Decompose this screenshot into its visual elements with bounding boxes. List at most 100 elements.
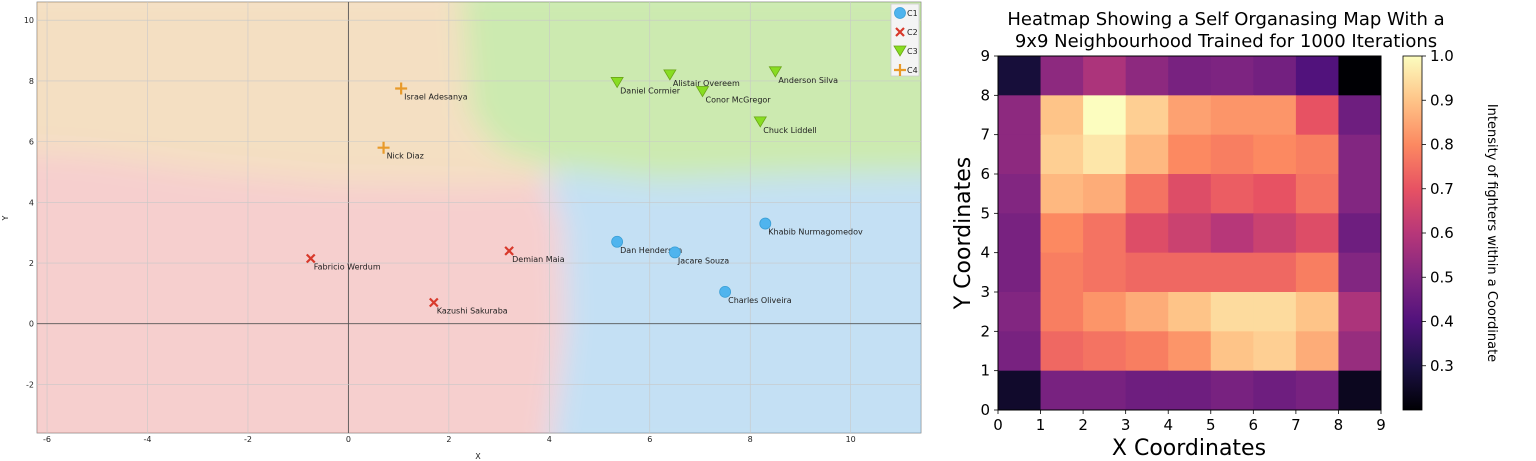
- heatmap-cell: [1295, 174, 1339, 214]
- x-tick-label: 6: [647, 435, 652, 444]
- heatmap-cell: [1338, 134, 1382, 175]
- y-tick-label: 2: [980, 322, 990, 340]
- data-point-x: [305, 253, 316, 264]
- colorbar: [1402, 55, 1423, 411]
- region-c2: [37, 152, 565, 433]
- colorbar-tick-label: 0.3: [1430, 357, 1454, 375]
- heatmap-cell: [1253, 174, 1297, 214]
- point-label: Nick Diaz: [387, 152, 424, 161]
- point-label: Daniel Cormier: [620, 86, 681, 95]
- heatmap-cell: [1168, 95, 1212, 136]
- point-label: Kazushi Sakuraba: [437, 306, 508, 315]
- heatmap-cell: [1295, 252, 1339, 293]
- heatmap-cell: [1295, 134, 1339, 175]
- colorbar-tick-label: 0.8: [1430, 136, 1454, 154]
- scatter-xlabel: X: [475, 452, 481, 461]
- x-tick-label: 0: [346, 435, 351, 444]
- colorbar-ticks: 0.3 0.4 0.5 0.6 0.7 0.8 0.9 1.0: [1422, 47, 1454, 375]
- heatmap-cell: [1125, 134, 1169, 175]
- som-heatmap: Heatmap Showing a Self Organasing Map Wi…: [951, 9, 1499, 461]
- point-label: Jacare Souza: [677, 256, 729, 265]
- y-tick-label: 7: [980, 126, 990, 144]
- heatmap-cell: [1295, 331, 1339, 372]
- y-tick-label: 4: [29, 198, 34, 207]
- x-tick-label: 1: [1036, 416, 1046, 434]
- heatmap-cell: [1253, 213, 1297, 254]
- heatmap-cell: [1040, 134, 1084, 175]
- heatmap-ylabel: Y Coordinates: [951, 157, 976, 311]
- heatmap-cell: [1083, 174, 1127, 214]
- y-tick-label: 0: [980, 401, 990, 419]
- heatmap-cell: [1040, 370, 1084, 411]
- heatmap-cell: [998, 292, 1042, 332]
- colorbar-tick-label: 0.5: [1430, 268, 1454, 286]
- data-point-triangle: [768, 66, 783, 78]
- data-point-triangle: [893, 45, 907, 57]
- y-tick-label: 6: [980, 165, 990, 183]
- heatmap-cells: [998, 56, 1382, 411]
- heatmap-cell: [1295, 213, 1339, 254]
- x-tick-label: 2: [446, 435, 451, 444]
- heatmap-cell: [1168, 292, 1212, 332]
- heatmap-cell: [1125, 370, 1169, 411]
- region-c3: [461, 2, 921, 183]
- heatmap-cell: [1253, 370, 1297, 411]
- heatmap-cell: [1253, 134, 1297, 175]
- data-point-triangle: [663, 69, 677, 81]
- point-label: Chuck Liddell: [763, 126, 817, 135]
- heatmap-cell: [1125, 95, 1169, 136]
- heatmap-title-line-1: Heatmap Showing a Self Organasing Map Wi…: [1007, 9, 1444, 30]
- point-label: Fabricio Werdum: [314, 262, 381, 271]
- y-tick-label: 0: [29, 320, 34, 329]
- heatmap-cell: [1168, 213, 1212, 254]
- data-point-plus: [894, 64, 906, 76]
- heatmap-xlabel: X Coordinates: [1112, 436, 1266, 461]
- heatmap-cell: [1125, 213, 1169, 254]
- data-point-x: [429, 297, 439, 308]
- heatmap-cell: [998, 95, 1042, 136]
- heatmap-cell: [1338, 370, 1382, 411]
- heatmap-cell: [998, 134, 1042, 175]
- heatmap-cell: [1210, 331, 1254, 372]
- heatmap-cell: [1125, 252, 1169, 293]
- x-tick-label: 7: [1291, 416, 1301, 434]
- y-tick-label: 9: [980, 47, 990, 65]
- heatmap-cell: [1083, 134, 1127, 175]
- heatmap-cell: [1210, 252, 1254, 293]
- heatmap-cell: [1040, 292, 1084, 332]
- heatmap-cell: [1083, 56, 1127, 96]
- heatmap-cell: [1338, 252, 1382, 293]
- heatmap-cell: [1125, 331, 1169, 372]
- data-point-circle: [668, 246, 681, 259]
- heatmap-cell: [1338, 331, 1382, 372]
- y-tick-label: 1: [980, 362, 990, 380]
- legend-label: C3: [907, 47, 918, 56]
- heatmap-cell: [1125, 174, 1169, 214]
- colorbar-tick-label: 0.7: [1430, 180, 1454, 198]
- legend-label: C2: [907, 28, 918, 37]
- legend-label: C1: [907, 9, 918, 18]
- heatmap-cell: [998, 252, 1042, 293]
- x-tick-label: -6: [43, 435, 51, 444]
- x-tick-label: 4: [547, 435, 552, 444]
- point-label: Charles Oliveira: [728, 296, 792, 305]
- data-point-circle: [611, 235, 624, 248]
- heatmap-cell: [1040, 252, 1084, 293]
- data-point-circle: [894, 7, 906, 19]
- point-label: Conor McGregor: [706, 96, 772, 105]
- region-c4: [37, 2, 560, 185]
- heatmap-cell: [1253, 95, 1297, 136]
- colorbar-tick-label: 0.6: [1430, 224, 1454, 242]
- y-tick-label: 3: [980, 283, 990, 301]
- x-tick-label: 5: [1206, 416, 1216, 434]
- heatmap-cell: [1253, 56, 1297, 96]
- heatmap-cell: [1210, 174, 1254, 214]
- point-label: Israel Adesanya: [404, 93, 468, 102]
- y-tick-label: 5: [980, 204, 990, 222]
- x-tick-label: -2: [244, 435, 252, 444]
- heatmap-cell: [1040, 213, 1084, 254]
- heatmap-cell: [1168, 252, 1212, 293]
- heatmap-cell: [1338, 174, 1382, 214]
- heatmap-cell: [1168, 174, 1212, 214]
